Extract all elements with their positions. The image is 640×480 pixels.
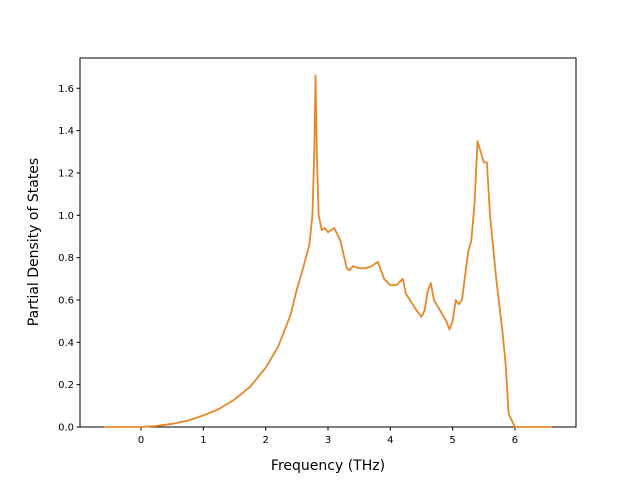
y-tick-label: 0.6 (58, 295, 74, 306)
x-tick-label: 5 (449, 435, 455, 446)
y-tick-label: 1.4 (58, 126, 74, 137)
x-tick-label: 0 (138, 435, 144, 446)
y-tick-label: 0.8 (58, 253, 74, 264)
y-tick-label: 1.2 (58, 168, 74, 179)
x-axis-label: Frequency (THz) (271, 458, 385, 474)
data-line (103, 74, 553, 428)
y-tick-label: 0.0 (58, 423, 74, 434)
x-tick-label: 1 (200, 435, 206, 446)
y-tick-label: 0.4 (58, 338, 74, 349)
x-tick-label: 6 (512, 435, 518, 446)
y-tick-label: 0.2 (58, 380, 74, 391)
y-tick-label: 1.0 (58, 211, 74, 222)
x-tick-label: 4 (387, 435, 393, 446)
y-axis-label: Partial Density of States (26, 158, 42, 326)
x-tick-label: 3 (325, 435, 331, 446)
y-tick-label: 1.6 (58, 84, 74, 95)
plot-frame (79, 57, 577, 428)
x-tick-label: 2 (263, 435, 269, 446)
